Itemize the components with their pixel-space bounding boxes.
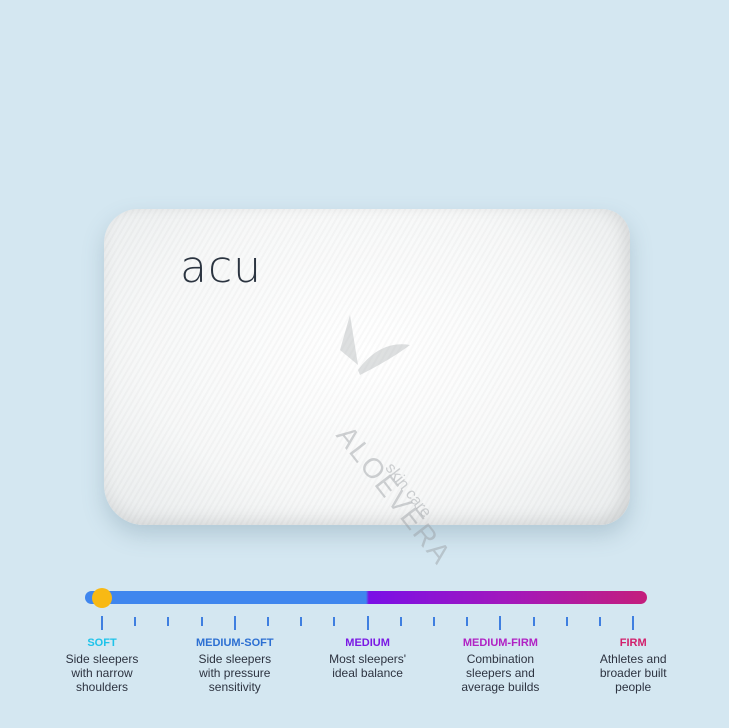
description-line: Most sleepers'	[329, 652, 407, 666]
minor-tick	[267, 617, 269, 626]
minor-tick	[300, 617, 303, 626]
major-tick	[499, 616, 502, 630]
description-line: with pressure	[199, 666, 271, 680]
minor-tick	[466, 617, 469, 626]
description-line: sensitivity	[208, 680, 261, 694]
level-description: Most sleepers' ideal balance	[303, 652, 433, 680]
minor-tick	[200, 617, 203, 626]
minor-tick	[532, 617, 535, 626]
level-title: MEDIUM-SOFT	[195, 637, 274, 649]
minor-tick	[565, 617, 568, 626]
major-tick	[632, 616, 635, 630]
description-line: shoulders	[75, 680, 129, 694]
level-description: Side sleepers with pressure sensitivity	[170, 652, 300, 694]
description-line: average builds	[461, 680, 540, 694]
level-description: Combination sleepers and average builds	[435, 652, 565, 694]
major-tick	[233, 616, 236, 630]
minor-tick	[399, 617, 402, 626]
description-line: Side sleepers	[198, 652, 272, 666]
level-title: FIRM	[619, 637, 647, 649]
description-line: sleepers and	[466, 666, 535, 680]
firmness-level-firm: FIRM Athletes and broader built people	[568, 636, 698, 694]
firmness-slider-knob[interactable]	[91, 588, 112, 608]
level-title: MEDIUM	[345, 637, 390, 649]
firmness-level-medium-firm: MEDIUM-FIRM Combination sleepers and averag…	[435, 636, 565, 694]
firmness-level-soft: SOFT Side sleepers with narrow shoulders	[37, 636, 167, 694]
minor-tick	[433, 617, 435, 626]
level-title: SOFT	[87, 637, 117, 649]
major-tick	[101, 616, 103, 630]
minor-tick	[134, 617, 137, 626]
minor-tick	[599, 617, 601, 626]
description-line: Athletes and	[599, 652, 667, 666]
level-title: MEDIUM-FIRM	[462, 637, 538, 649]
minor-tick	[167, 617, 170, 626]
description-line: broader built	[599, 666, 667, 680]
description-line: people	[615, 680, 652, 694]
description-line: Side sleepers	[65, 652, 139, 666]
major-tick	[366, 616, 369, 630]
firmness-level-medium: MEDIUM Most sleepers' ideal balance	[303, 636, 433, 680]
level-description: Athletes and broader built people	[568, 652, 698, 694]
description-line: ideal balance	[332, 666, 403, 680]
description-line: Combination	[466, 652, 535, 666]
firmness-level-medium-soft: MEDIUM-SOFT Side sleepers with pressure sen…	[170, 636, 300, 694]
level-description: Side sleepers with narrow shoulders	[37, 652, 167, 694]
description-line: with narrow	[71, 666, 133, 680]
aloe-leaf-icon	[340, 315, 410, 375]
brand-logo: acu	[180, 242, 263, 293]
firmness-bar	[85, 591, 647, 604]
pillow-image	[104, 209, 630, 525]
minor-tick	[333, 617, 336, 626]
